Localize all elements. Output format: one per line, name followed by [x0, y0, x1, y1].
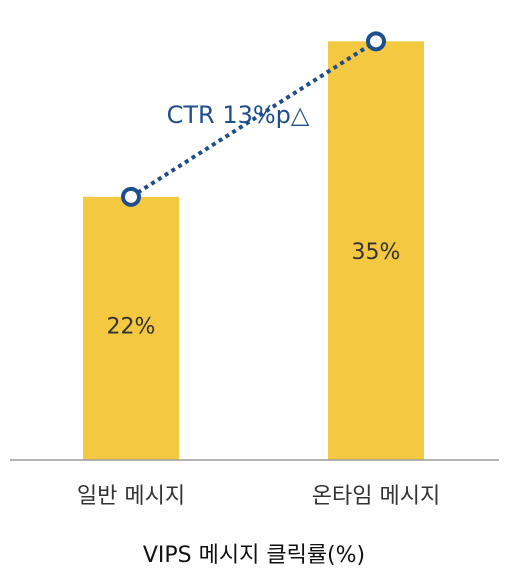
chart-title: VIPS 메시지 클릭률(%): [143, 543, 365, 568]
category-label-2: 온타임 메시지: [312, 484, 440, 509]
bar-value-labels: 22% 35%: [107, 240, 401, 340]
connector-marker-1: [121, 186, 141, 207]
ctr-connector-line: [129, 39, 378, 199]
bar-1: [83, 196, 179, 461]
bar-value-label-2: 35%: [352, 240, 401, 265]
bar-value-label-1: 22%: [107, 315, 156, 340]
bar-2: [328, 41, 424, 461]
category-labels: 일반 메시지 온타임 메시지: [77, 484, 440, 509]
connector-markers: [121, 31, 386, 207]
bars-group: [83, 41, 424, 461]
connector-marker-2: [366, 31, 386, 52]
category-label-1: 일반 메시지: [77, 484, 185, 509]
ctr-annotation: CTR 13%p△: [167, 101, 310, 129]
